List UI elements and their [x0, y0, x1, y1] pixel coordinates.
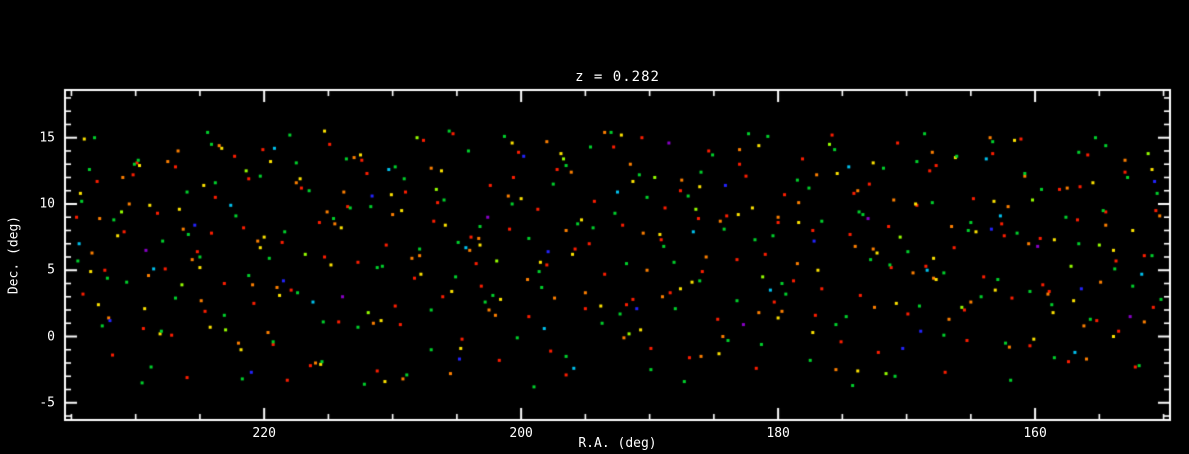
y-tick-label: -5 — [39, 395, 55, 411]
y-tick-label: 0 — [47, 329, 55, 344]
x-tick-label: 220 — [252, 426, 276, 441]
x-tick-label: 200 — [509, 426, 533, 441]
y-tick-label: 5 — [47, 262, 55, 278]
plot-title: z = 0.282 — [575, 69, 660, 85]
y-tick-label: 10 — [39, 196, 55, 212]
x-axis-label: R.A. (deg) — [578, 436, 657, 451]
x-tick-label: 180 — [766, 426, 790, 441]
y-tick-label: 15 — [39, 130, 55, 146]
x-tick-label: 160 — [1023, 426, 1047, 441]
y-axis-label: Dec. (deg) — [6, 215, 22, 295]
